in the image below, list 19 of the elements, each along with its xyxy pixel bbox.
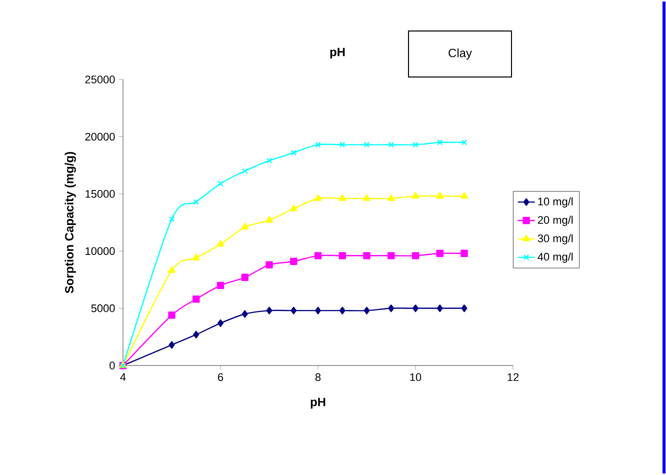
y-tick-label: 15000 — [86, 190, 115, 198]
legend-label: 10 mg/l — [538, 197, 573, 208]
legend-label: 40 mg/l — [538, 252, 573, 263]
y-tick-label: 5000 — [91, 304, 115, 312]
legend-label: 30 mg/l — [538, 234, 573, 244]
x-tick-label: 10 — [410, 373, 422, 382]
text: Clay — [448, 48, 472, 60]
chart-title: pH — [330, 48, 345, 59]
x-tick-label: 12 — [508, 373, 519, 381]
y-axis-title: Sorption Capacity (mg/g) — [64, 152, 76, 294]
x-axis-title: pH — [310, 398, 326, 409]
x-tick-label: 8 — [315, 373, 321, 382]
legend-label: 20 mg/l — [538, 216, 573, 226]
y-tick-label: 10000 — [86, 247, 115, 255]
y-tick-label: 20000 — [85, 132, 115, 141]
y-tick-label: 0 — [110, 362, 115, 370]
x-tick-label: 6 — [218, 373, 224, 382]
y-tick-label: 25000 — [85, 76, 115, 84]
x-tick-label: 4 — [120, 373, 126, 381]
